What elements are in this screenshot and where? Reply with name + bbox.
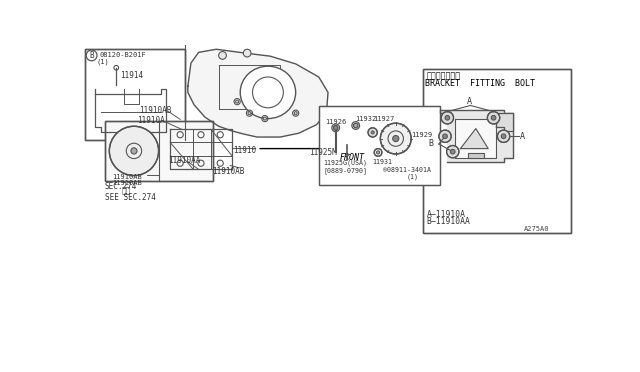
Bar: [319, 106, 440, 185]
Text: 11914: 11914: [120, 71, 143, 80]
Circle shape: [492, 115, 496, 120]
Bar: [84, 49, 185, 140]
Text: 11929: 11929: [411, 132, 433, 138]
Polygon shape: [460, 129, 488, 148]
Text: A: A: [520, 132, 525, 141]
Polygon shape: [188, 49, 328, 137]
Text: [0889-0790]: [0889-0790]: [323, 167, 367, 173]
Text: ボルト取付要領: ボルト取付要領: [427, 71, 461, 80]
Polygon shape: [496, 113, 513, 131]
Circle shape: [445, 115, 450, 120]
Text: 11932: 11932: [355, 116, 376, 122]
Text: B—11910AA: B—11910AA: [427, 217, 470, 226]
Polygon shape: [455, 119, 496, 158]
Text: A: A: [467, 97, 472, 106]
Text: FRONT: FRONT: [340, 153, 365, 162]
Circle shape: [243, 49, 251, 57]
Circle shape: [501, 134, 506, 139]
Ellipse shape: [240, 66, 296, 119]
Circle shape: [497, 130, 509, 142]
Circle shape: [86, 50, 97, 61]
Circle shape: [441, 112, 454, 124]
Text: B: B: [90, 51, 94, 60]
Text: 11931: 11931: [372, 159, 393, 165]
Circle shape: [263, 117, 266, 120]
Circle shape: [439, 130, 451, 142]
Text: A275A0: A275A0: [524, 227, 550, 232]
Bar: [422, 69, 570, 232]
Circle shape: [236, 100, 239, 103]
Bar: [105, 121, 212, 181]
Text: 11910AB: 11910AB: [140, 106, 172, 115]
Text: ®08911-3401A: ®08911-3401A: [383, 167, 431, 173]
Text: 11927: 11927: [372, 116, 394, 122]
Text: 11925M: 11925M: [308, 148, 337, 157]
Text: 08120-B201F: 08120-B201F: [99, 52, 146, 58]
Text: SEE SEC.274: SEE SEC.274: [105, 193, 156, 202]
Circle shape: [219, 52, 227, 59]
Circle shape: [380, 123, 411, 154]
Circle shape: [451, 150, 455, 154]
Circle shape: [488, 112, 500, 124]
Text: 11910AA: 11910AA: [168, 156, 200, 166]
Circle shape: [376, 151, 380, 154]
Bar: [105, 121, 212, 181]
Circle shape: [368, 128, 378, 137]
Text: 11910AB: 11910AB: [212, 167, 245, 176]
Text: 11925G(USA): 11925G(USA): [323, 160, 367, 166]
Circle shape: [393, 135, 399, 142]
Circle shape: [447, 145, 459, 158]
Text: 左図: 左図: [122, 186, 131, 195]
Circle shape: [443, 134, 447, 139]
Circle shape: [109, 126, 159, 176]
Text: BRACKET  FITTING  BOLT: BRACKET FITTING BOLT: [425, 79, 535, 89]
Circle shape: [374, 148, 382, 156]
Circle shape: [371, 131, 374, 134]
Bar: [468, 153, 484, 158]
Text: 11910: 11910: [234, 147, 257, 155]
Text: SEC.274: SEC.274: [105, 182, 137, 191]
Polygon shape: [440, 110, 513, 163]
Circle shape: [353, 123, 358, 128]
Text: B: B: [428, 140, 433, 148]
Text: 11910AB: 11910AB: [113, 180, 142, 186]
Text: (1): (1): [406, 174, 419, 180]
Circle shape: [333, 125, 338, 130]
Text: 11926: 11926: [325, 119, 346, 125]
Text: 11910A: 11910A: [137, 116, 164, 125]
Circle shape: [294, 112, 297, 115]
Bar: [319, 106, 440, 185]
Text: A—11910A: A—11910A: [427, 209, 465, 218]
Bar: [422, 69, 570, 232]
Circle shape: [248, 112, 251, 115]
Bar: [84, 49, 185, 140]
Circle shape: [131, 148, 137, 154]
Text: (1): (1): [97, 58, 109, 65]
Text: 11910AB: 11910AB: [113, 174, 142, 180]
